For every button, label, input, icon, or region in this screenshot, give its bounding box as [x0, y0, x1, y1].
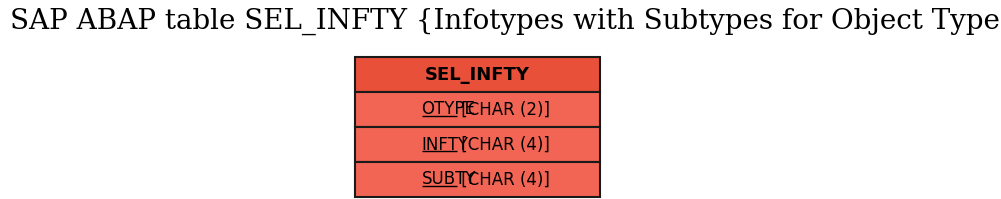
Text: [CHAR (2)]: [CHAR (2)] — [456, 100, 551, 118]
Text: [CHAR (4)]: [CHAR (4)] — [456, 136, 551, 153]
Bar — [355, 92, 600, 127]
Text: SUBTY: SUBTY — [421, 171, 476, 188]
Text: SAP ABAP table SEL_INFTY {Infotypes with Subtypes for Object Type}: SAP ABAP table SEL_INFTY {Infotypes with… — [10, 8, 1001, 35]
Bar — [355, 127, 600, 162]
Text: SEL_INFTY: SEL_INFTY — [425, 65, 530, 84]
Text: INFTY: INFTY — [421, 136, 468, 153]
Bar — [355, 57, 600, 92]
Text: OTYPE: OTYPE — [421, 100, 475, 118]
Text: [CHAR (4)]: [CHAR (4)] — [456, 171, 551, 188]
Bar — [355, 162, 600, 197]
